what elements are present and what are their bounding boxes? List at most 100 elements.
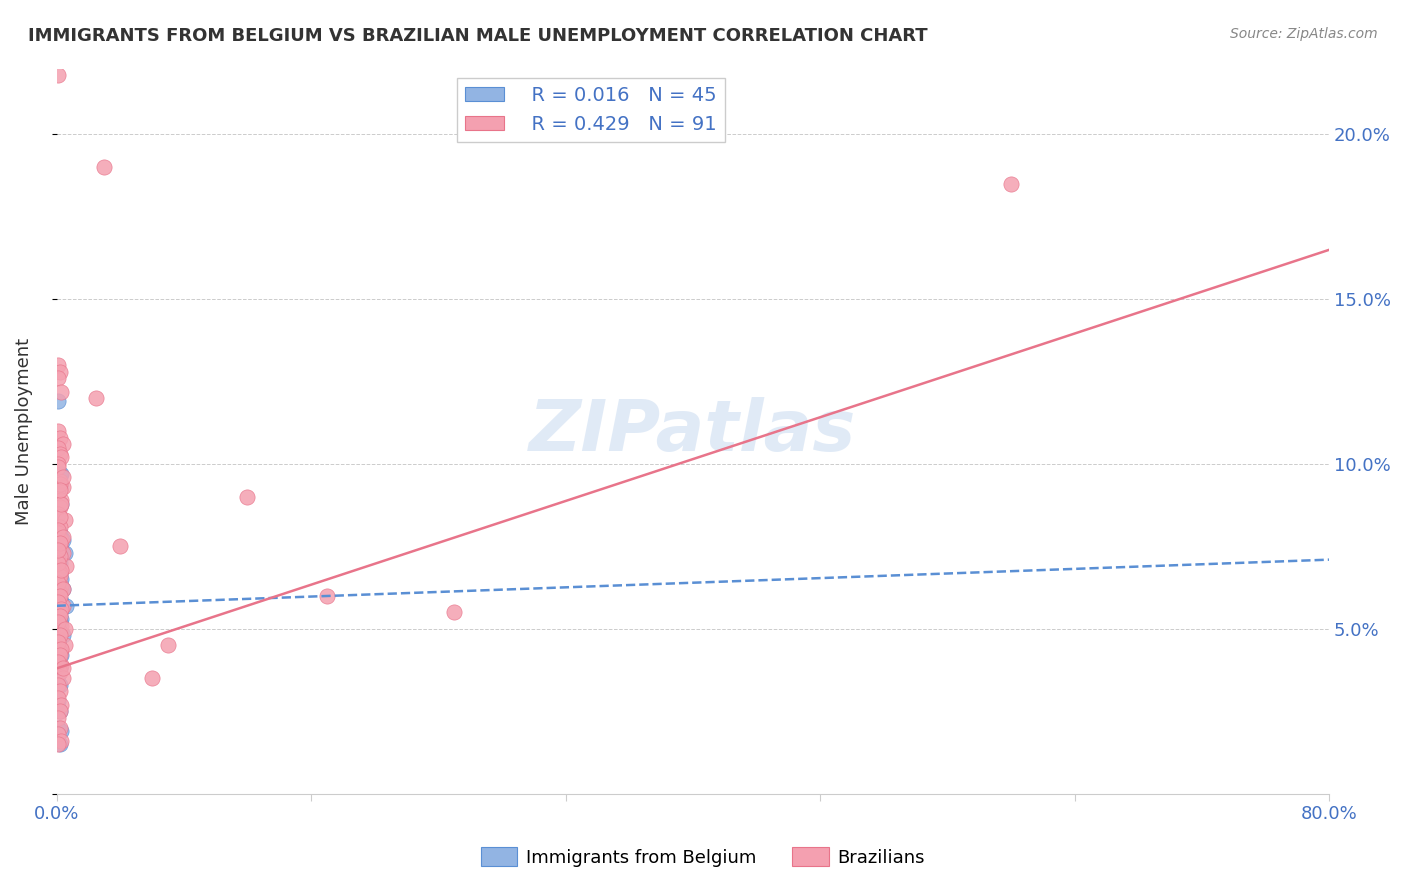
Point: [51, 698, 73, 712]
Point: [46, 721, 69, 735]
Point: [52, 628, 75, 642]
Point: [51, 579, 73, 593]
Point: [49, 365, 72, 379]
Point: [46, 460, 69, 475]
Point: [49, 678, 72, 692]
Point: [49, 721, 72, 735]
Point: [46, 612, 69, 626]
Point: [46, 371, 69, 385]
Point: [93, 161, 115, 175]
Point: [51, 467, 73, 481]
Point: [46, 523, 69, 537]
Point: [49, 625, 72, 640]
Point: [49, 467, 72, 481]
Point: [51, 612, 73, 626]
Point: [55, 599, 77, 613]
Point: [49, 606, 72, 620]
Point: [52, 530, 75, 544]
Point: [51, 384, 73, 399]
Point: [49, 500, 72, 514]
Y-axis label: Male Unemployment: Male Unemployment: [15, 337, 32, 524]
Point: [52, 671, 75, 685]
Point: [53, 622, 76, 636]
Point: [46, 691, 69, 706]
Point: [51, 533, 73, 547]
Point: [49, 704, 72, 718]
Point: [46, 487, 69, 501]
Point: [52, 599, 75, 613]
Point: [49, 566, 72, 580]
Point: [49, 648, 72, 663]
Point: [51, 618, 73, 632]
Point: [49, 480, 72, 494]
Point: [46, 575, 69, 590]
Point: [46, 542, 69, 557]
Text: IMMIGRANTS FROM BELGIUM VS BRAZILIAN MALE UNEMPLOYMENT CORRELATION CHART: IMMIGRANTS FROM BELGIUM VS BRAZILIAN MAL…: [28, 27, 928, 45]
Point: [46, 507, 69, 521]
Point: [49, 526, 72, 541]
Point: [316, 589, 339, 603]
Point: [46, 358, 69, 372]
Point: [49, 665, 72, 679]
Point: [49, 476, 72, 491]
Point: [53, 638, 76, 652]
Point: [156, 638, 179, 652]
Point: [49, 628, 72, 642]
Point: [46, 552, 69, 566]
Point: [52, 582, 75, 597]
Point: [53, 513, 76, 527]
Point: [51, 573, 73, 587]
Point: [46, 655, 69, 669]
Point: [46, 612, 69, 626]
Point: [49, 509, 72, 524]
Point: [141, 671, 163, 685]
Point: [51, 562, 73, 576]
Point: [49, 556, 72, 570]
Point: [49, 641, 72, 656]
Point: [46, 737, 69, 751]
Point: [46, 632, 69, 646]
Point: [46, 668, 69, 682]
Point: [52, 661, 75, 675]
Point: [49, 582, 72, 597]
Point: [46, 592, 69, 607]
Point: [46, 655, 69, 669]
Point: [51, 450, 73, 465]
Point: [51, 734, 73, 748]
Point: [46, 457, 69, 471]
Point: [46, 394, 69, 409]
Legend:   R = 0.016   N = 45,   R = 0.429   N = 91: R = 0.016 N = 45, R = 0.429 N = 91: [457, 78, 725, 142]
Point: [49, 592, 72, 607]
Legend: Immigrants from Belgium, Brazilians: Immigrants from Belgium, Brazilians: [474, 840, 932, 874]
Point: [49, 536, 72, 550]
Point: [46, 556, 69, 570]
Point: [49, 615, 72, 630]
Point: [49, 431, 72, 445]
Point: [46, 526, 69, 541]
Text: Source: ZipAtlas.com: Source: ZipAtlas.com: [1230, 27, 1378, 41]
Text: ZIPatlas: ZIPatlas: [529, 397, 856, 466]
Point: [51, 497, 73, 511]
Point: [49, 549, 72, 564]
Point: [46, 573, 69, 587]
Point: [52, 470, 75, 484]
Point: [49, 608, 72, 623]
Point: [53, 546, 76, 560]
Point: [46, 678, 69, 692]
Point: [46, 507, 69, 521]
Point: [51, 595, 73, 609]
Point: [46, 579, 69, 593]
Point: [46, 589, 69, 603]
Point: [49, 566, 72, 580]
Point: [52, 546, 75, 560]
Point: [49, 519, 72, 533]
Point: [46, 615, 69, 630]
Point: [49, 704, 72, 718]
Point: [46, 424, 69, 438]
Point: [51, 724, 73, 739]
Point: [49, 737, 72, 751]
Point: [49, 483, 72, 498]
Point: [49, 447, 72, 461]
Point: [46, 694, 69, 708]
Point: [49, 645, 72, 659]
